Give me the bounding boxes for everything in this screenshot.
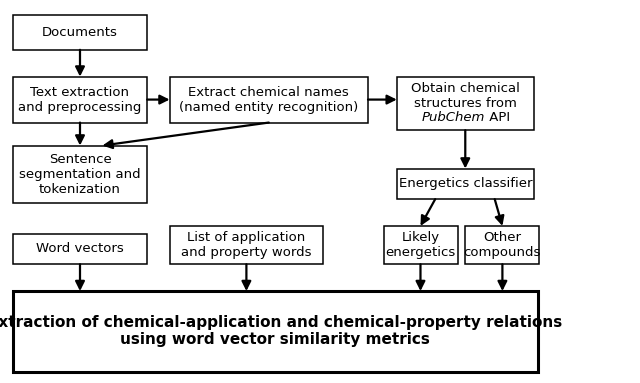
FancyBboxPatch shape — [13, 146, 147, 203]
Text: Sentence
segmentation and
tokenization: Sentence segmentation and tokenization — [19, 153, 141, 196]
FancyBboxPatch shape — [465, 226, 539, 264]
Text: Extract chemical names
(named entity recognition): Extract chemical names (named entity rec… — [179, 85, 358, 114]
FancyBboxPatch shape — [13, 15, 147, 50]
FancyBboxPatch shape — [384, 226, 458, 264]
Text: Likely
energetics: Likely energetics — [386, 231, 456, 259]
FancyBboxPatch shape — [13, 77, 147, 123]
Text: Documents: Documents — [42, 26, 118, 39]
Text: Energetics classifier: Energetics classifier — [399, 177, 532, 190]
Text: Other
compounds: Other compounds — [463, 231, 541, 259]
Text: Text extraction
and preprocessing: Text extraction and preprocessing — [19, 85, 141, 114]
FancyBboxPatch shape — [13, 234, 147, 264]
Text: Word vectors: Word vectors — [36, 242, 124, 255]
Text: API: API — [485, 111, 510, 124]
Text: List of application
and property words: List of application and property words — [181, 231, 312, 259]
FancyBboxPatch shape — [397, 77, 534, 130]
FancyBboxPatch shape — [170, 226, 323, 264]
Text: structures from: structures from — [414, 97, 517, 110]
Text: Extraction of chemical-application and chemical-property relations
using word ve: Extraction of chemical-application and c… — [0, 315, 563, 347]
Text: PubChem: PubChem — [421, 111, 484, 124]
FancyBboxPatch shape — [397, 169, 534, 199]
FancyBboxPatch shape — [13, 291, 538, 372]
Text: Obtain chemical: Obtain chemical — [411, 82, 520, 95]
FancyBboxPatch shape — [170, 77, 368, 123]
